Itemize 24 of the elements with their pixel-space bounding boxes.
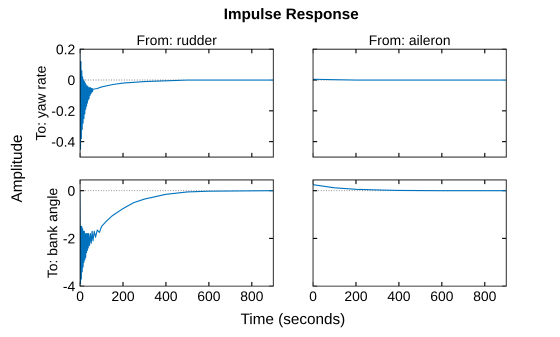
x-tick-label: 800	[474, 291, 496, 302]
text: Amplitude	[10, 135, 26, 202]
x-tick-label: 800	[240, 291, 263, 302]
x-tick-label: 200	[345, 291, 368, 302]
x-tick-label: 0	[76, 291, 84, 302]
y-tick-label: -0.4	[52, 136, 75, 147]
y-tick-label: -0.2	[52, 106, 75, 116]
y-axis-title: To: yaw rate	[36, 66, 49, 140]
x-tick-label: 600	[198, 291, 220, 302]
y-tick-label: 0	[68, 186, 75, 196]
chart-title: From: aileron	[370, 34, 450, 46]
x-tick-label: 200	[112, 291, 134, 302]
x-tick-label: 400	[154, 291, 177, 302]
x-tick-label: 400	[388, 291, 410, 302]
y-axis-title: To: bank angle	[47, 188, 60, 278]
y-tick-label: -2	[63, 234, 75, 244]
x-tick-label: 600	[430, 291, 453, 302]
y-tick-label: -4	[63, 282, 75, 292]
y-tick-label: 0	[68, 75, 75, 86]
y-tick-label: 0.2	[56, 44, 75, 54]
chart-title: From: rudder	[138, 34, 217, 46]
x-tick-label: 0	[310, 291, 316, 302]
text: Time (seconds)	[240, 313, 344, 328]
text: Impulse Response	[224, 8, 358, 22]
